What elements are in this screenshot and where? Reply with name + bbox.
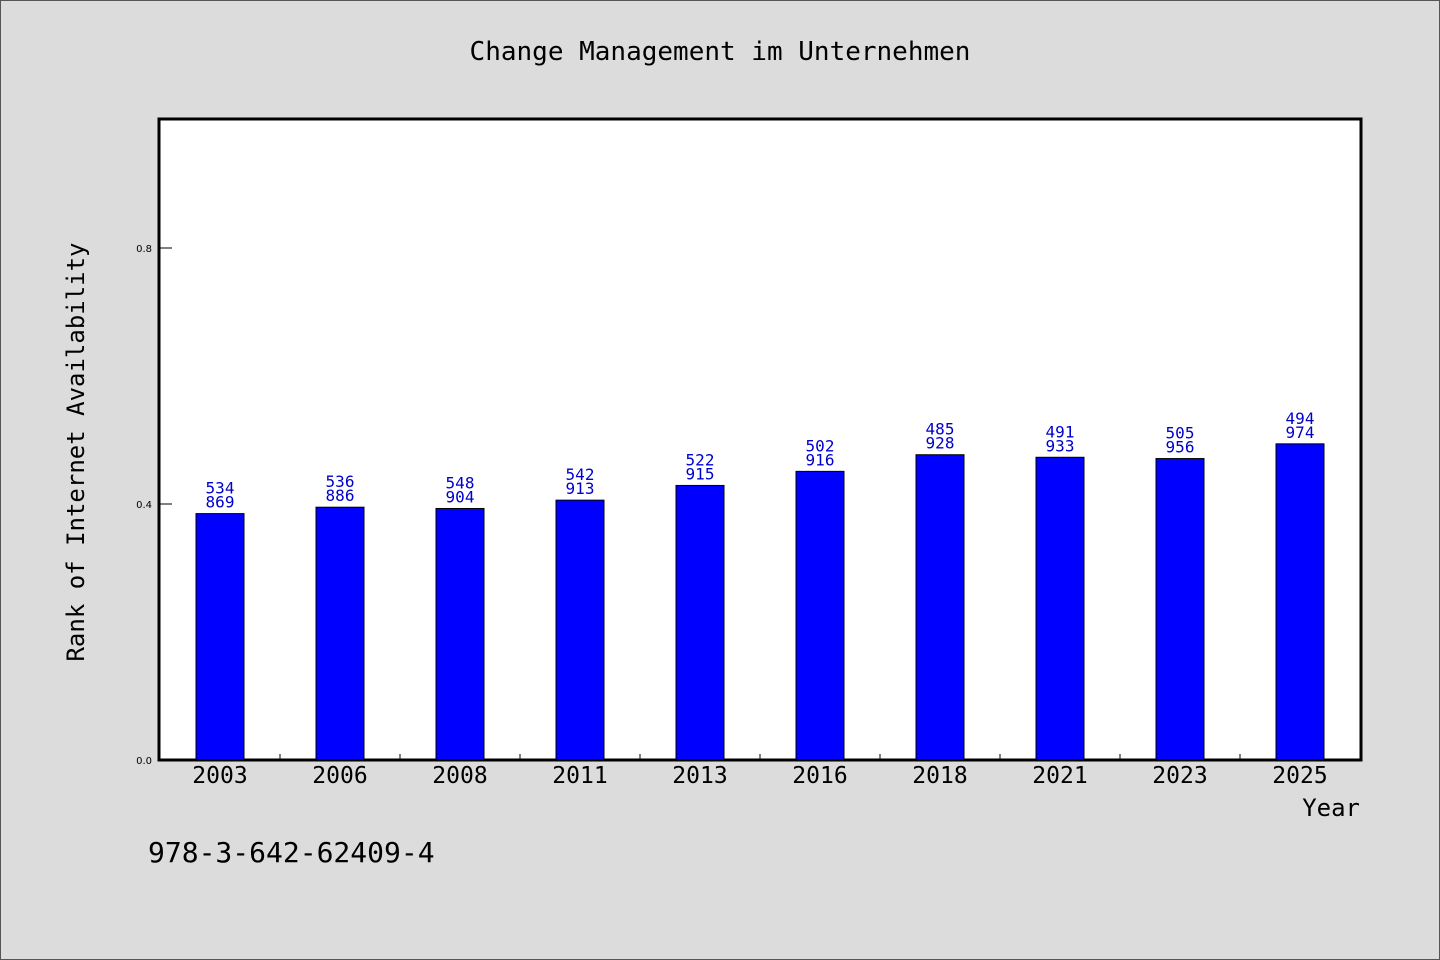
data-label-top-2021: 491 [1046,422,1075,441]
bar-2013 [675,484,725,761]
x-tick-label-2016: 2016 [792,763,847,789]
bars-layer [195,443,1325,761]
data-label-top-2016: 502 [806,436,835,455]
data-label-top-2023: 505 [1166,424,1195,443]
bar-2008 [435,507,485,761]
chart-title: Change Management im Unternehmen [470,37,971,67]
data-label-top-2011: 542 [566,465,595,484]
y-tick-label: 0.4 [136,500,152,511]
x-tick-label-2021: 2021 [1032,763,1087,789]
x-tick-label-2011: 2011 [552,763,607,789]
data-label-bottom-2021: 933 [1046,436,1075,455]
x-tick-label-2018: 2018 [912,763,967,789]
data-label-bottom-2025: 974 [1286,423,1315,442]
x-axis-label: Year [1302,794,1360,822]
x-tick-label-2023: 2023 [1152,763,1207,789]
data-labels-layer: 5348695368865489045429135229155029164859… [206,409,1315,512]
data-label-top-2003: 534 [206,479,235,498]
bar-2025 [1275,443,1325,761]
data-label-top-2008: 548 [446,473,475,492]
x-tick-label-2013: 2013 [672,763,727,789]
data-label-bottom-2013: 915 [686,464,715,483]
data-label-bottom-2018: 928 [926,434,955,453]
x-tick-label-2006: 2006 [312,763,367,789]
data-label-bottom-2006: 886 [326,486,355,505]
data-label-top-2013: 522 [686,450,715,469]
x-axis: 2003 2006 2008 2011 2013 2016 2018 2021 2023 2025 [192,754,1328,789]
isbn-code: 978-3-642-62409-4 [148,836,435,869]
x-tick-label-2008: 2008 [432,763,487,789]
bar-2003 [195,513,245,761]
data-label-top-2006: 536 [326,472,355,491]
bar-2016 [795,470,845,761]
y-axis: 0.0 0.4 0.8 [136,244,172,767]
bar-2018 [915,454,965,761]
bar-2011 [555,499,605,761]
bar-2006 [315,506,365,761]
bar-2021 [1035,456,1085,761]
data-label-top-2018: 485 [926,420,955,439]
data-label-top-2025: 494 [1286,409,1315,428]
bar-2023 [1155,458,1205,761]
y-tick-label: 0.8 [136,244,152,255]
data-label-bottom-2003: 869 [206,493,235,512]
data-label-bottom-2008: 904 [446,487,475,506]
data-label-bottom-2016: 916 [806,450,835,469]
data-label-bottom-2011: 913 [566,479,595,498]
x-tick-label-2003: 2003 [192,763,247,789]
y-tick-label: 0.0 [136,756,152,767]
data-label-bottom-2023: 956 [1166,438,1195,457]
y-axis-label: Rank of Internet Availability [62,242,90,661]
x-tick-label-2025: 2025 [1272,763,1327,789]
